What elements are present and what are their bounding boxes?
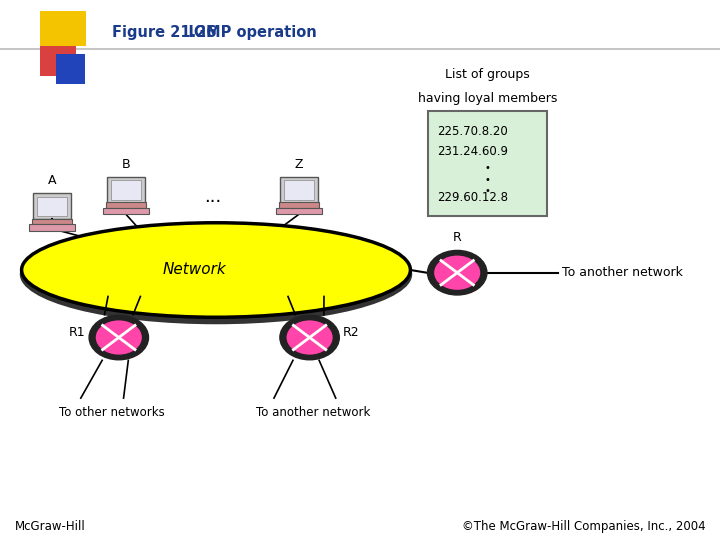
Text: R: R	[453, 231, 462, 244]
Bar	[428, 111, 547, 216]
Bar	[284, 180, 314, 200]
Bar	[280, 177, 318, 202]
Ellipse shape	[19, 225, 413, 324]
Bar	[103, 208, 149, 214]
Bar	[276, 208, 322, 214]
Circle shape	[286, 320, 333, 355]
Text: Figure 21.26: Figure 21.26	[112, 25, 216, 40]
Text: 231.24.60.9: 231.24.60.9	[437, 145, 508, 158]
Text: List of groups: List of groups	[446, 68, 530, 81]
Text: R2: R2	[343, 326, 359, 339]
Bar	[40, 11, 86, 46]
Text: Network: Network	[163, 262, 226, 278]
Text: ©The McGraw-Hill Companies, Inc., 2004: ©The McGraw-Hill Companies, Inc., 2004	[462, 520, 706, 533]
Bar	[40, 46, 76, 76]
Text: IGMP operation: IGMP operation	[173, 25, 317, 40]
Bar	[107, 177, 145, 202]
Bar	[56, 54, 85, 84]
Text: 229.60.12.8: 229.60.12.8	[437, 191, 508, 204]
Text: To another network: To another network	[256, 406, 370, 419]
Text: To another network: To another network	[562, 266, 683, 279]
Bar	[106, 202, 146, 208]
Bar	[111, 180, 141, 200]
Bar	[29, 224, 75, 231]
Text: Z: Z	[294, 158, 303, 171]
Text: B: B	[122, 158, 130, 171]
Circle shape	[433, 255, 481, 291]
Circle shape	[428, 251, 487, 295]
Text: McGraw-Hill: McGraw-Hill	[14, 520, 85, 533]
Text: having loyal members: having loyal members	[418, 92, 557, 105]
Bar	[37, 197, 67, 216]
Circle shape	[95, 320, 143, 355]
Text: R1: R1	[69, 326, 86, 339]
Bar	[33, 193, 71, 219]
Ellipse shape	[22, 222, 410, 317]
Circle shape	[280, 315, 339, 360]
Bar	[279, 202, 319, 208]
Circle shape	[89, 315, 148, 360]
Text: A: A	[48, 174, 56, 187]
Text: 225.70.8.20: 225.70.8.20	[437, 125, 508, 138]
Bar	[32, 219, 72, 224]
Text: •
•
•: • • •	[485, 163, 491, 196]
Text: To other networks: To other networks	[59, 406, 164, 419]
Text: ...: ...	[204, 188, 221, 206]
